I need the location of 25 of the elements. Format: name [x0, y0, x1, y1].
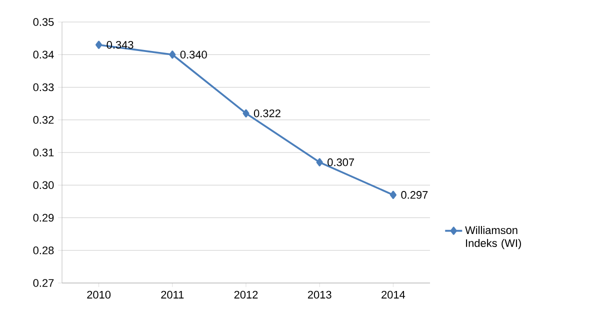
y-tick-label: 0.29 [33, 214, 54, 222]
y-tick-label: 0.35 [33, 18, 54, 26]
data-label: 0.322 [254, 109, 280, 118]
point [390, 190, 396, 199]
legend-label: Williamson Indeks (WI) [465, 226, 521, 250]
point [242, 109, 250, 118]
y-tick-label: 0.31 [33, 148, 54, 156]
data-label: 0.307 [328, 158, 354, 166]
data-label: 0.343 [106, 40, 134, 49]
point [169, 50, 176, 59]
y-tick-label: 0.33 [33, 83, 54, 92]
x-tick-label: 2013 [308, 290, 332, 299]
y-tick-label: 0.27 [33, 279, 54, 287]
x-tick-label: 2010 [87, 290, 111, 299]
data-label: 0.297 [401, 191, 428, 199]
x-tick-label: 2014 [382, 290, 406, 299]
point [96, 40, 102, 49]
x-tick-label: 2012 [234, 290, 258, 299]
y-tick-label: 0.32 [33, 116, 54, 124]
y-tick-label: 0.30 [33, 181, 54, 190]
point [316, 158, 323, 166]
y-tick-label: 0.34 [33, 50, 54, 59]
data-label: 0.340 [180, 50, 207, 59]
y-tick-label: 0.28 [33, 246, 54, 254]
x-tick-label: 2011 [161, 290, 184, 299]
